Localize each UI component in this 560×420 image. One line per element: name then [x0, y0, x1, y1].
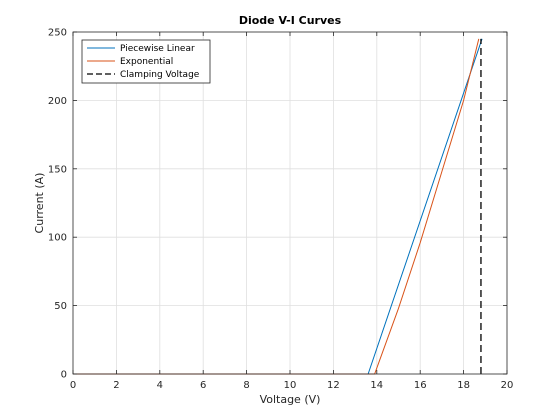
legend-label-1: Piecewise Linear [120, 44, 195, 54]
x-tick-label: 2 [113, 380, 119, 391]
legend-label-2: Exponential [120, 57, 173, 67]
x-tick-label: 10 [284, 380, 297, 391]
grid [73, 32, 507, 374]
legend-label-3: Clamping Voltage [120, 70, 200, 80]
chart-title: Diode V-I Curves [239, 14, 342, 27]
x-axis-label: Voltage (V) [260, 393, 321, 406]
y-tick-label: 0 [61, 370, 67, 381]
y-tick-label: 150 [48, 164, 67, 175]
x-tick-label: 18 [457, 380, 470, 391]
y-tick-label: 250 [48, 28, 67, 39]
legend: Piecewise Linear Exponential Clamping Volt… [81, 39, 211, 84]
x-tick-label: 14 [370, 380, 383, 391]
y-tick-label: 50 [54, 301, 67, 312]
y-tick-label: 200 [48, 96, 67, 107]
x-tick-label: 16 [414, 380, 427, 391]
y-axis-label: Current (A) [33, 173, 46, 234]
x-tick-label: 4 [157, 380, 163, 391]
x-tick-label: 12 [327, 380, 340, 391]
x-tick-label: 6 [200, 380, 206, 391]
x-tick-label: 0 [70, 380, 76, 391]
y-tick-label: 100 [48, 233, 67, 244]
x-tick-label: 20 [501, 380, 514, 391]
x-tick-label: 8 [243, 380, 249, 391]
